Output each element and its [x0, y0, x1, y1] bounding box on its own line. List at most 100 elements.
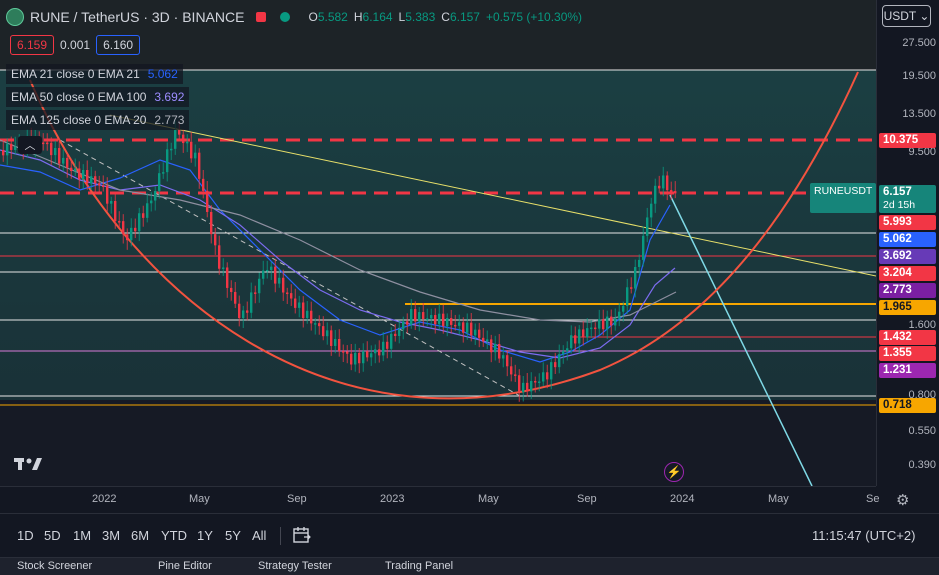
- timeframe-1m[interactable]: 1M: [73, 528, 92, 543]
- ohlc-value: 5.582: [317, 10, 348, 24]
- candle-body: [650, 203, 653, 218]
- range-toolbar: 1D 5D 1M 3M 6M YTD 1Y 5Y All 11:15:47 (U…: [0, 513, 939, 558]
- candle-body: [194, 152, 197, 159]
- lightning-icon[interactable]: ⚡: [664, 462, 684, 482]
- time-axis[interactable]: 2022 May Sep 2023 May Sep 2024 May Se: [0, 486, 879, 513]
- candle-body: [82, 170, 85, 180]
- candle-body: [566, 348, 569, 352]
- ohlc-key: H: [353, 10, 363, 24]
- timeframe-all[interactable]: All: [252, 528, 267, 543]
- candle-body: [638, 259, 641, 267]
- candle-body: [278, 277, 281, 284]
- candle-body: [574, 335, 577, 344]
- candle-body: [658, 185, 661, 189]
- tab-pine-editor[interactable]: Pine Editor: [158, 560, 212, 572]
- candle-body: [334, 338, 337, 346]
- candle-body: [482, 337, 485, 342]
- candle-body: [458, 322, 461, 326]
- candle-body: [146, 203, 149, 218]
- timeframe-6m[interactable]: 6M: [131, 528, 150, 543]
- candle-body: [174, 130, 177, 149]
- candle-body: [178, 130, 181, 135]
- candle-body: [346, 351, 349, 354]
- candle-body: [282, 277, 285, 293]
- candle-body: [602, 319, 605, 330]
- candle-body: [606, 316, 609, 330]
- candle-body: [614, 318, 617, 326]
- clock-timezone[interactable]: 11:15:47 (UTC+2): [812, 528, 916, 543]
- candle-body: [94, 176, 97, 184]
- candle-body: [218, 245, 221, 269]
- candle-body: [354, 352, 357, 365]
- timeframe-3m[interactable]: 3M: [102, 528, 121, 543]
- candle-body: [514, 374, 517, 376]
- indicator-legend-ema125[interactable]: EMA 125 close 0 EMA 20 2.773: [6, 110, 190, 130]
- price-chart[interactable]: [0, 0, 876, 486]
- tradingview-logo[interactable]: [14, 456, 44, 477]
- candle-body: [582, 329, 585, 338]
- timeframe-1y[interactable]: 1Y: [197, 528, 213, 543]
- collapse-legend-button[interactable]: ︿: [18, 136, 42, 154]
- indicator-legend-ema21[interactable]: EMA 21 close 0 EMA 21 5.062: [6, 64, 183, 84]
- candle-body: [50, 142, 53, 156]
- buy-button[interactable]: 6.160: [96, 35, 141, 55]
- candle-body: [86, 170, 89, 184]
- candle-body: [502, 355, 505, 359]
- gear-icon[interactable]: ⚙: [896, 492, 910, 509]
- price-tag-ema21: 5.062: [879, 232, 936, 247]
- timeframe-ytd[interactable]: YTD: [161, 528, 187, 543]
- currency-dropdown[interactable]: USDT ⌄: [882, 5, 931, 27]
- ohlc-value: 6.157: [449, 10, 480, 24]
- calendar-range-icon[interactable]: [292, 525, 312, 545]
- ohlc-key: O: [308, 10, 318, 24]
- candle-body: [318, 323, 321, 327]
- candle-body: [262, 270, 265, 279]
- timeframe-5d[interactable]: 5D: [44, 528, 61, 543]
- candle-body: [222, 267, 225, 269]
- candle-body: [10, 143, 13, 150]
- candle-body: [250, 292, 253, 313]
- timeframe-5y[interactable]: 5Y: [225, 528, 241, 543]
- price-tag-last: 6.157 2d 15h: [879, 185, 936, 213]
- sell-button[interactable]: 6.159: [10, 35, 55, 55]
- candle-body: [578, 329, 581, 344]
- candle-body: [118, 221, 121, 223]
- timeframe-1d[interactable]: 1D: [17, 528, 34, 543]
- candle-body: [414, 309, 417, 322]
- tab-strategy-tester[interactable]: Strategy Tester: [258, 560, 332, 572]
- candle-body: [642, 235, 645, 260]
- candle-body: [654, 185, 657, 204]
- candle-body: [266, 269, 269, 272]
- ohlc-change: +0.575 (+10.30%): [485, 10, 583, 24]
- price-tag-level: 0.718: [879, 398, 936, 413]
- candle-body: [422, 312, 425, 319]
- candle-body: [434, 315, 437, 325]
- tab-stock-screener[interactable]: Stock Screener: [17, 560, 93, 572]
- candle-body: [290, 293, 293, 299]
- cup-arc: [29, 71, 859, 400]
- candle-body: [522, 382, 525, 393]
- candle-body: [474, 329, 477, 336]
- candle-body: [618, 311, 621, 319]
- candle-body: [526, 382, 529, 392]
- candle-body: [626, 287, 629, 306]
- candle-body: [98, 183, 101, 186]
- candle-body: [438, 313, 441, 325]
- symbol-title[interactable]: RUNE / TetherUS · 3D · BINANCE: [30, 9, 245, 25]
- candle-body: [562, 351, 565, 355]
- price-axis[interactable]: USDT ⌄ 27.500 19.500 13.500 9.500 1.600 …: [876, 0, 939, 486]
- indicator-value: 3.692: [154, 90, 185, 104]
- candle-body: [594, 327, 597, 330]
- price-tag-level: 3.204: [879, 266, 936, 281]
- candle-body: [382, 341, 385, 356]
- candle-body: [150, 200, 153, 204]
- tab-trading-panel[interactable]: Trading Panel: [385, 560, 454, 572]
- candle-body: [110, 201, 113, 204]
- candle-body: [58, 148, 61, 164]
- candle-body: [126, 234, 129, 241]
- chart-area[interactable]: RUNE / TetherUS · 3D · BINANCE O5.582 H 6…: [0, 0, 876, 486]
- projection-line: [669, 194, 813, 486]
- indicator-legend-ema50[interactable]: EMA 50 close 0 EMA 100 3.692: [6, 87, 190, 107]
- candle-body: [310, 310, 313, 324]
- price-tag-level: 1.432: [879, 330, 936, 345]
